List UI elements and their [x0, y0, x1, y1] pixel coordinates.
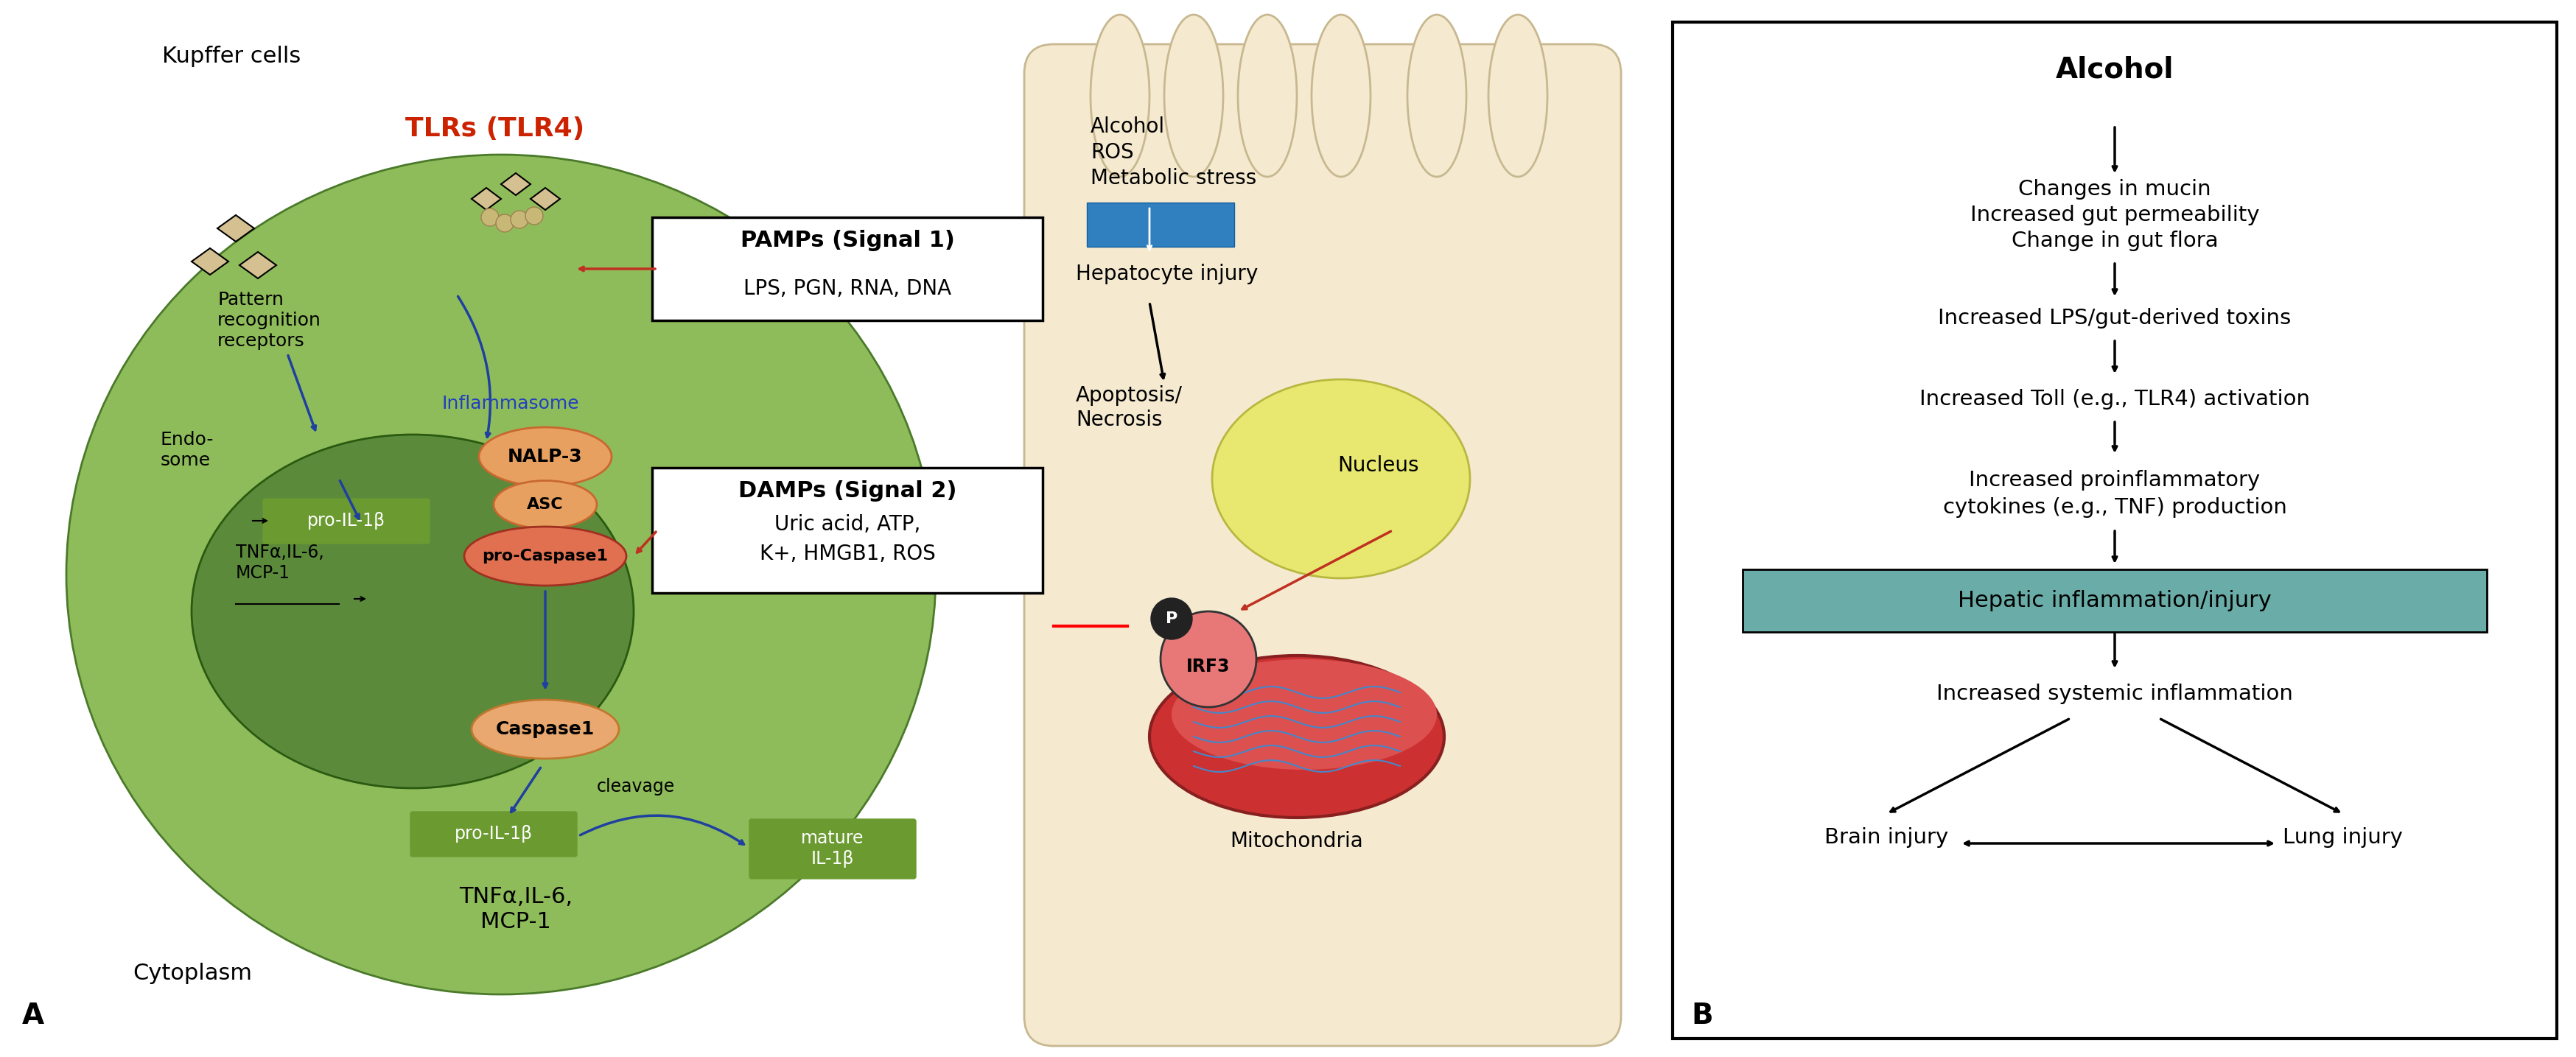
- Circle shape: [526, 207, 544, 225]
- Text: DAMPs (Signal 2): DAMPs (Signal 2): [739, 480, 956, 502]
- Text: Changes in mucin: Changes in mucin: [2020, 179, 2210, 200]
- Circle shape: [510, 210, 528, 228]
- Text: Increased proinflammatory: Increased proinflammatory: [1968, 470, 2259, 490]
- FancyBboxPatch shape: [750, 819, 917, 878]
- Text: mature
IL-1β: mature IL-1β: [801, 830, 863, 868]
- Ellipse shape: [1149, 655, 1445, 818]
- Text: pro-IL-1β: pro-IL-1β: [453, 824, 533, 842]
- Text: A: A: [23, 1002, 44, 1030]
- Ellipse shape: [67, 154, 935, 995]
- Text: pro-Caspase1: pro-Caspase1: [482, 549, 608, 563]
- Text: cleavage: cleavage: [598, 778, 675, 796]
- Polygon shape: [502, 173, 531, 196]
- Text: PAMPs (Signal 1): PAMPs (Signal 1): [739, 229, 956, 252]
- Ellipse shape: [479, 427, 611, 486]
- Polygon shape: [240, 252, 276, 278]
- FancyBboxPatch shape: [652, 468, 1043, 593]
- Text: B: B: [1690, 1002, 1713, 1030]
- Text: ASC: ASC: [528, 497, 564, 512]
- Text: Increased systemic inflammation: Increased systemic inflammation: [1937, 684, 2293, 704]
- Text: Increased Toll (e.g., TLR4) activation: Increased Toll (e.g., TLR4) activation: [1919, 389, 2311, 409]
- Ellipse shape: [1406, 15, 1466, 177]
- Text: Alcohol: Alcohol: [1090, 116, 1164, 137]
- Text: TNFα,IL-6,
MCP-1: TNFα,IL-6, MCP-1: [459, 887, 572, 932]
- Text: Nucleus: Nucleus: [1337, 456, 1419, 476]
- FancyBboxPatch shape: [263, 499, 430, 543]
- Ellipse shape: [464, 526, 626, 586]
- FancyBboxPatch shape: [1741, 570, 2486, 632]
- Ellipse shape: [1164, 15, 1224, 177]
- Text: TLRs (TLR4): TLRs (TLR4): [404, 116, 585, 142]
- FancyBboxPatch shape: [1087, 203, 1234, 246]
- Text: Metabolic stress: Metabolic stress: [1090, 168, 1257, 188]
- Text: Brain injury: Brain injury: [1824, 828, 1947, 848]
- Text: Mitochondria: Mitochondria: [1231, 831, 1363, 852]
- Text: P: P: [1164, 611, 1177, 626]
- Circle shape: [482, 208, 500, 226]
- Ellipse shape: [1090, 15, 1149, 177]
- Text: Increased LPS/gut-derived toxins: Increased LPS/gut-derived toxins: [1937, 308, 2290, 329]
- Text: Hepatocyte injury: Hepatocyte injury: [1077, 263, 1257, 284]
- Ellipse shape: [1213, 379, 1471, 578]
- Text: Increased gut permeability: Increased gut permeability: [1971, 205, 2259, 225]
- Text: Alcohol: Alcohol: [2056, 55, 2174, 84]
- Ellipse shape: [1311, 15, 1370, 177]
- Ellipse shape: [471, 700, 618, 759]
- Polygon shape: [471, 188, 502, 210]
- Circle shape: [1151, 598, 1193, 639]
- Text: Change in gut flora: Change in gut flora: [2012, 230, 2218, 252]
- Ellipse shape: [1239, 15, 1296, 177]
- Text: Uric acid, ATP,: Uric acid, ATP,: [775, 514, 920, 535]
- Text: pro-IL-1β: pro-IL-1β: [307, 512, 386, 530]
- Text: IRF3: IRF3: [1188, 657, 1231, 675]
- Polygon shape: [531, 188, 559, 210]
- Text: TNFα,IL-6,
MCP-1: TNFα,IL-6, MCP-1: [237, 543, 325, 582]
- Text: Inflammasome: Inflammasome: [443, 395, 580, 412]
- Text: Hepatic inflammation/injury: Hepatic inflammation/injury: [1958, 590, 2272, 611]
- Text: Kupffer cells: Kupffer cells: [162, 45, 301, 67]
- Text: Endo-
some: Endo- some: [160, 431, 214, 469]
- Text: Pattern
recognition
receptors: Pattern recognition receptors: [216, 291, 322, 350]
- Ellipse shape: [1172, 660, 1437, 769]
- Ellipse shape: [1489, 15, 1548, 177]
- Polygon shape: [191, 248, 229, 275]
- Circle shape: [497, 215, 513, 233]
- FancyBboxPatch shape: [410, 812, 577, 856]
- Text: ROS: ROS: [1090, 142, 1133, 163]
- FancyBboxPatch shape: [652, 218, 1043, 320]
- Polygon shape: [216, 215, 255, 242]
- Text: Cytoplasm: Cytoplasm: [131, 963, 252, 984]
- FancyBboxPatch shape: [1672, 22, 2558, 1039]
- Text: K+, HMGB1, ROS: K+, HMGB1, ROS: [760, 543, 935, 564]
- Text: Apoptosis/: Apoptosis/: [1077, 385, 1182, 406]
- FancyBboxPatch shape: [1025, 44, 1620, 1046]
- Ellipse shape: [495, 481, 598, 528]
- Text: Necrosis: Necrosis: [1077, 409, 1162, 430]
- Circle shape: [1162, 611, 1257, 707]
- Text: cytokines (e.g., TNF) production: cytokines (e.g., TNF) production: [1942, 497, 2287, 518]
- Text: Caspase1: Caspase1: [495, 721, 595, 738]
- Ellipse shape: [191, 434, 634, 789]
- Text: NALP-3: NALP-3: [507, 448, 582, 465]
- Text: Lung injury: Lung injury: [2282, 828, 2403, 848]
- Text: LPS, PGN, RNA, DNA: LPS, PGN, RNA, DNA: [744, 278, 951, 299]
